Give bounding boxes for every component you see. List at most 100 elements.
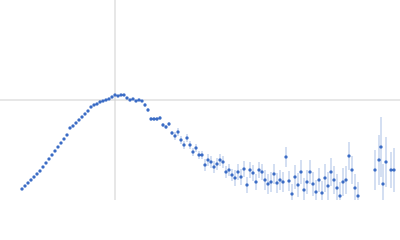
data-point bbox=[284, 155, 288, 159]
data-point bbox=[35, 172, 39, 176]
data-point bbox=[188, 143, 192, 147]
data-point bbox=[347, 154, 351, 158]
data-point bbox=[302, 188, 306, 192]
data-point bbox=[373, 168, 377, 172]
data-point bbox=[23, 184, 27, 188]
data-point bbox=[20, 187, 24, 191]
data-point bbox=[299, 170, 303, 174]
data-point bbox=[311, 182, 315, 186]
data-point bbox=[251, 171, 255, 175]
data-point bbox=[125, 96, 129, 100]
data-point bbox=[254, 180, 258, 184]
data-point bbox=[350, 168, 354, 172]
data-point bbox=[215, 162, 219, 166]
data-point bbox=[137, 98, 141, 102]
data-point bbox=[314, 190, 318, 194]
data-point bbox=[206, 158, 210, 162]
data-point bbox=[62, 137, 66, 141]
data-point bbox=[384, 160, 388, 164]
data-point bbox=[179, 138, 183, 142]
data-point bbox=[344, 178, 348, 182]
data-point bbox=[113, 93, 117, 97]
data-point bbox=[239, 175, 243, 179]
data-point bbox=[326, 184, 330, 188]
data-point bbox=[305, 180, 309, 184]
data-point bbox=[392, 168, 396, 172]
data-point bbox=[89, 105, 93, 109]
data-point bbox=[68, 126, 72, 130]
data-point bbox=[104, 98, 108, 102]
data-point bbox=[245, 183, 249, 187]
data-point bbox=[131, 97, 135, 101]
data-point bbox=[29, 178, 33, 182]
data-point bbox=[332, 178, 336, 182]
data-point bbox=[329, 170, 333, 174]
data-point bbox=[170, 131, 174, 135]
data-point bbox=[338, 194, 342, 198]
data-point bbox=[224, 170, 228, 174]
data-point bbox=[323, 176, 327, 180]
data-point bbox=[263, 178, 267, 182]
data-point bbox=[218, 158, 222, 162]
data-point bbox=[242, 167, 246, 171]
data-point bbox=[86, 109, 90, 113]
data-point bbox=[293, 175, 297, 179]
data-point bbox=[164, 125, 168, 129]
data-point bbox=[44, 161, 48, 165]
data-point bbox=[221, 160, 225, 164]
data-point bbox=[56, 145, 60, 149]
data-point bbox=[194, 146, 198, 150]
data-point bbox=[266, 182, 270, 186]
data-point bbox=[95, 102, 99, 106]
data-point bbox=[77, 118, 81, 122]
data-point bbox=[119, 93, 123, 97]
data-point bbox=[191, 150, 195, 154]
data-point bbox=[257, 168, 261, 172]
data-point bbox=[83, 112, 87, 116]
data-point bbox=[80, 115, 84, 119]
data-point bbox=[134, 99, 138, 103]
data-point bbox=[110, 95, 114, 99]
data-point bbox=[233, 176, 237, 180]
data-point bbox=[296, 183, 300, 187]
data-point bbox=[128, 98, 132, 102]
data-point bbox=[161, 123, 165, 127]
data-point bbox=[101, 99, 105, 103]
data-point bbox=[227, 168, 231, 172]
data-point bbox=[158, 116, 162, 120]
data-point bbox=[140, 99, 144, 103]
data-point bbox=[122, 93, 126, 97]
data-point bbox=[248, 168, 252, 172]
data-point bbox=[209, 160, 213, 164]
data-point bbox=[26, 181, 30, 185]
data-point bbox=[212, 165, 216, 169]
data-point bbox=[377, 158, 381, 162]
data-point bbox=[272, 172, 276, 176]
data-point bbox=[356, 194, 360, 198]
data-point bbox=[317, 178, 321, 182]
data-point bbox=[92, 103, 96, 107]
data-point bbox=[65, 133, 69, 137]
data-point bbox=[341, 180, 345, 184]
data-point bbox=[353, 186, 357, 190]
data-point bbox=[290, 192, 294, 196]
chart bbox=[0, 0, 400, 200]
data-point bbox=[200, 153, 204, 157]
data-point bbox=[269, 180, 273, 184]
data-point bbox=[167, 122, 171, 126]
data-point bbox=[230, 173, 234, 177]
data-point bbox=[197, 153, 201, 157]
data-point bbox=[50, 153, 54, 157]
data-point bbox=[260, 170, 264, 174]
data-point bbox=[149, 117, 153, 121]
page: (() => { const data = JSON.parse(documen… bbox=[0, 0, 400, 200]
data-point bbox=[41, 165, 45, 169]
data-point bbox=[389, 168, 393, 172]
data-point bbox=[381, 182, 385, 186]
data-point bbox=[185, 136, 189, 140]
data-point bbox=[320, 191, 324, 195]
data-point bbox=[287, 179, 291, 183]
data-point bbox=[143, 103, 147, 107]
data-point bbox=[379, 145, 383, 149]
data-point bbox=[278, 178, 282, 182]
